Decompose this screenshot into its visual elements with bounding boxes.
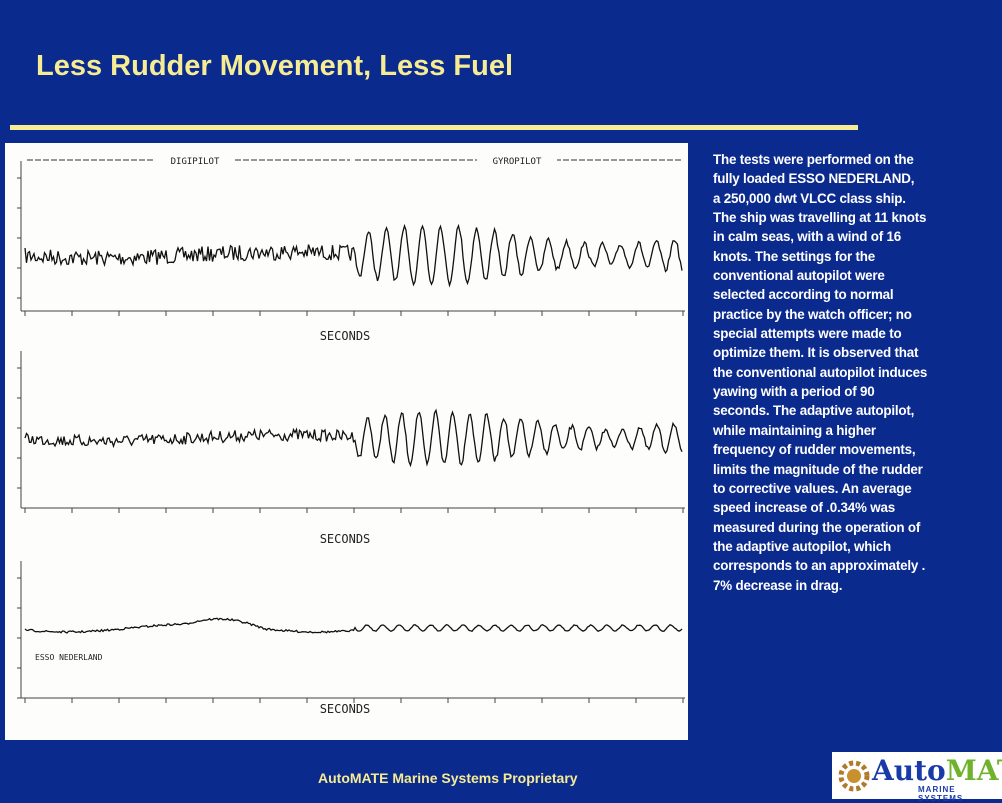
header-label: DIGIPILOT [171,157,220,167]
footer: AutoMATE Marine Systems Proprietary [318,770,578,786]
slide: Less Rudder Movement, Less Fuel DIGIPILO… [0,0,1002,799]
figure-background [5,143,688,740]
description-line: to corrective values. An average [713,479,927,498]
description-line: The ship was travelling at 11 knots [713,208,927,227]
logo-tagline: MARINE SYSTEMS [918,785,1002,803]
logo-part: Auto [872,754,946,787]
description-line: the conventional autopilot induces [713,363,927,382]
logo-part: MATE [946,754,1002,787]
x-axis-label: SECONDS [320,532,371,546]
description-line: yawing with a period of 90 [713,382,927,401]
description-line: speed increase of .0.34% was [713,498,927,517]
x-axis-label: SECONDS [320,329,371,343]
description-line: conventional autopilot were [713,266,927,285]
description-line: The tests were performed on the [713,150,927,169]
description-line: in calm seas, with a wind of 16 [713,227,927,246]
description-line: practice by the watch officer; no [713,305,927,324]
description-line: seconds. The adaptive autopilot, [713,401,927,420]
title-rule [10,125,858,130]
description-line: the adaptive autopilot, which [713,537,927,556]
description-line: frequency of rudder movements, [713,440,927,459]
description-line: measured during the operation of [713,518,927,537]
logo-name: AutoMATE [872,754,1002,787]
description-line: 7% decrease in drag. [713,576,927,595]
logo: AutoMATE MARINE SYSTEMS [832,752,1002,799]
description-line: optimize them. It is observed that [713,343,927,362]
description-line: limits the magnitude of the rudder [713,460,927,479]
x-axis-label: SECONDS [320,702,371,716]
slide-title: Less Rudder Movement, Less Fuel [36,50,513,83]
description-line: corresponds to an approximately . [713,556,927,575]
figure: DIGIPILOT GYROPILOT SECONDS SECONDS SECONDS E… [5,143,688,740]
description-line: while maintaining a higher [713,421,927,440]
description-line: selected according to normal [713,285,927,304]
annotation: ESSO NEDERLAND [35,653,103,662]
header-label: GYROPILOT [493,157,542,167]
logo-icon [836,758,872,794]
description-line: fully loaded ESSO NEDERLAND, [713,169,927,188]
description-line: special attempts were made to [713,324,927,343]
description-line: knots. The settings for the [713,247,927,266]
description-line: a 250,000 dwt VLCC class ship. [713,189,927,208]
